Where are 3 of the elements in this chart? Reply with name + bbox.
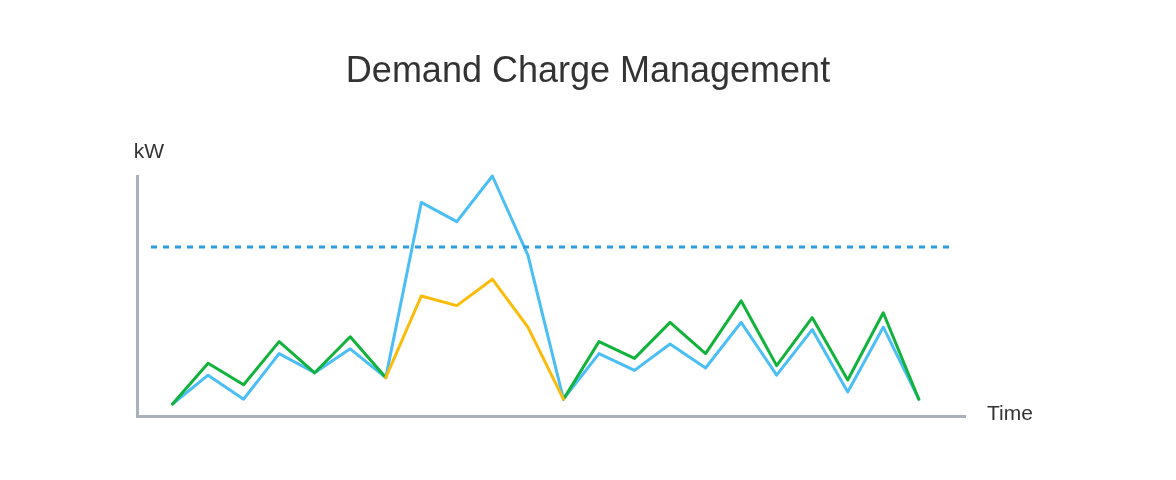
x-axis-title: Time xyxy=(987,400,1033,424)
y-axis-title: kW xyxy=(133,138,165,162)
chart-title: Demand Charge Management xyxy=(345,48,831,90)
